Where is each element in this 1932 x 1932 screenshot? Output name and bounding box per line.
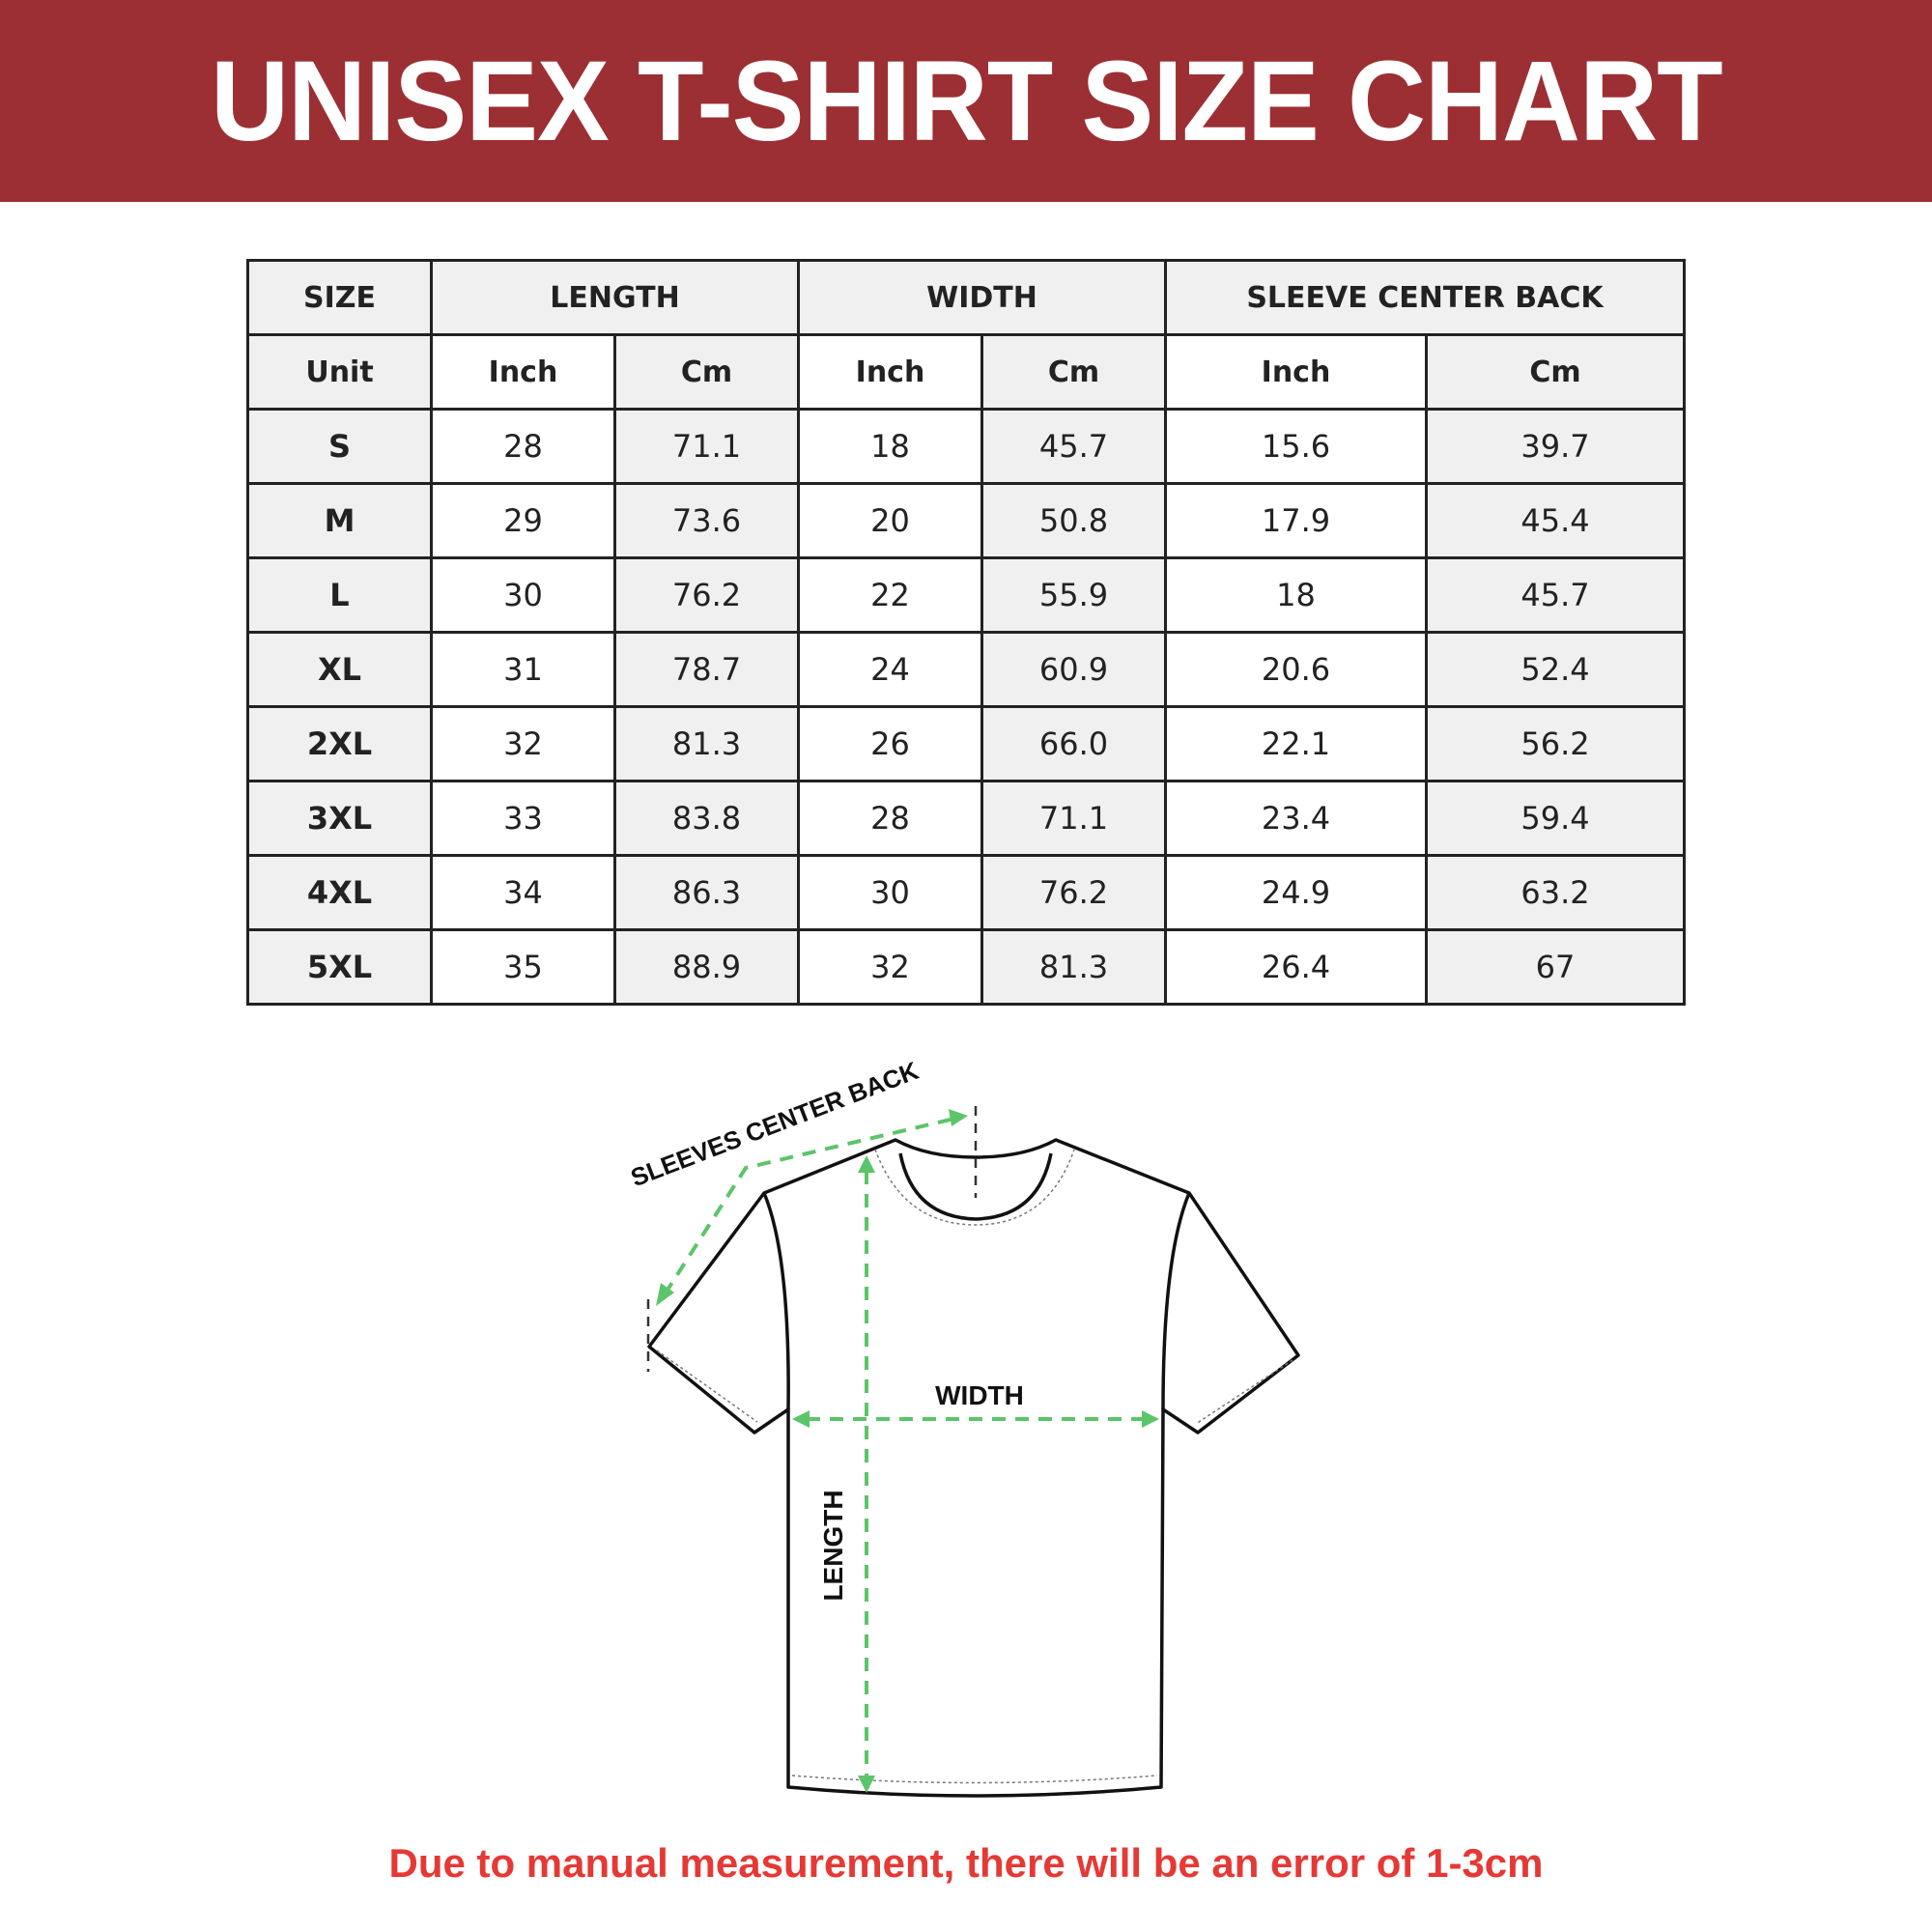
measurement-note: Due to manual measurement, there will be… — [388, 1840, 1544, 1886]
size-cell: 3XL — [246, 780, 433, 857]
measure-cell: 26 — [797, 705, 983, 782]
length-label: LENGTH — [818, 1490, 848, 1601]
measure-cell: 24.9 — [1164, 854, 1428, 931]
measure-cell: 29 — [430, 482, 616, 559]
size-cell: 4XL — [246, 854, 433, 931]
reference-lines — [646, 1106, 978, 1372]
measure-cell: 86.3 — [613, 854, 800, 931]
measure-cell: 28 — [797, 780, 983, 857]
table-row: 3XL 33 83.8 28 71.1 23.4 59.4 — [246, 780, 1686, 857]
measure-cell: 18 — [1164, 556, 1428, 634]
table-row: S 28 71.1 18 45.7 15.6 39.7 — [246, 408, 1686, 485]
measure-cell: 30 — [430, 556, 616, 634]
size-cell: M — [246, 482, 433, 559]
measure-cell: 15.6 — [1164, 408, 1428, 485]
measure-cell: 81.3 — [613, 705, 800, 782]
table-row: L 30 76.2 22 55.9 18 45.7 — [246, 556, 1686, 634]
measure-cell: 31 — [430, 631, 616, 708]
sleeve-label: SLEEVES CENTER BACK — [627, 1056, 923, 1192]
group-header: WIDTH — [797, 259, 1167, 336]
group-header: LENGTH — [430, 259, 800, 336]
tshirt-outline — [647, 1138, 1300, 1798]
measure-cell: 76.2 — [613, 556, 800, 634]
sleeve-arrow-line — [663, 1117, 955, 1296]
unit-header: Inch — [430, 333, 616, 411]
measure-cell: 71.1 — [980, 780, 1167, 857]
measure-cell: 30 — [797, 854, 983, 931]
size-cell: 5XL — [246, 928, 433, 1006]
size-cell: S — [246, 408, 433, 485]
arrowheads — [656, 1109, 1159, 1793]
measure-cell: 63.2 — [1425, 854, 1686, 931]
measure-cell: 55.9 — [980, 556, 1167, 634]
measure-cell: 17.9 — [1164, 482, 1428, 559]
measure-cell: 45.7 — [1425, 556, 1686, 634]
measure-cell: 59.4 — [1425, 780, 1686, 857]
measure-cell: 32 — [430, 705, 616, 782]
arrowhead-icon — [1142, 1410, 1159, 1428]
measure-cell: 33 — [430, 780, 616, 857]
title-banner: UNISEX T-SHIRT SIZE CHART — [0, 0, 1932, 202]
table-row: 5XL 35 88.9 32 81.3 26.4 67 — [246, 928, 1686, 1006]
measure-cell: 88.9 — [613, 928, 800, 1006]
size-cell: XL — [246, 631, 433, 708]
measure-cell: 18 — [797, 408, 983, 485]
stitching — [656, 1149, 1293, 1784]
measure-cell: 24 — [797, 631, 983, 708]
measure-cell: 50.8 — [980, 482, 1167, 559]
measure-cell: 20 — [797, 482, 983, 559]
arrowhead-icon — [858, 1776, 875, 1793]
measure-cell: 20.6 — [1164, 631, 1428, 708]
page-title: UNISEX T-SHIRT SIZE CHART — [210, 37, 1722, 165]
size-cell: 2XL — [246, 705, 433, 782]
measure-cell: 22 — [797, 556, 983, 634]
measure-cell: 45.7 — [980, 408, 1167, 485]
measure-cell: 52.4 — [1425, 631, 1686, 708]
measure-cell: 35 — [430, 928, 616, 1006]
measure-cell: 28 — [430, 408, 616, 485]
unit-header: Unit — [246, 333, 433, 411]
measure-cell: 60.9 — [980, 631, 1167, 708]
group-header-row: SIZE LENGTH WIDTH SLEEVE CENTER BACK — [246, 259, 1686, 336]
unit-header: Cm — [980, 333, 1167, 411]
measure-cell: 22.1 — [1164, 705, 1428, 782]
measure-cell: 26.4 — [1164, 928, 1428, 1006]
measure-arrows — [663, 1117, 1145, 1777]
table-row: XL 31 78.7 24 60.9 20.6 52.4 — [246, 631, 1686, 708]
unit-row: Unit Inch Cm Inch Cm Inch Cm — [246, 333, 1686, 411]
measure-cell: 66.0 — [980, 705, 1167, 782]
measure-cell: 56.2 — [1425, 705, 1686, 782]
measure-cell: 45.4 — [1425, 482, 1686, 559]
unit-header: Inch — [1164, 333, 1428, 411]
group-header: SLEEVE CENTER BACK — [1164, 259, 1686, 336]
unit-header: Cm — [1425, 333, 1686, 411]
measure-cell: 67 — [1425, 928, 1686, 1006]
arrowhead-icon — [792, 1410, 810, 1428]
size-table: SIZE LENGTH WIDTH SLEEVE CENTER BACK Unit Inc… — [246, 259, 1686, 1006]
arrowhead-icon — [949, 1109, 968, 1126]
measure-cell: 34 — [430, 854, 616, 931]
arrowhead-icon — [656, 1283, 674, 1306]
measure-cell: 73.6 — [613, 482, 800, 559]
size-cell: L — [246, 556, 433, 634]
table-row: 4XL 34 86.3 30 76.2 24.9 63.2 — [246, 854, 1686, 931]
table-row: M 29 73.6 20 50.8 17.9 45.4 — [246, 482, 1686, 559]
measure-cell: 71.1 — [613, 408, 800, 485]
unit-header: Inch — [797, 333, 983, 411]
width-label: WIDTH — [935, 1380, 1024, 1410]
measure-cell: 76.2 — [980, 854, 1167, 931]
unit-header: Cm — [613, 333, 800, 411]
measure-cell: 83.8 — [613, 780, 800, 857]
arrowhead-icon — [858, 1155, 875, 1173]
measure-cell: 81.3 — [980, 928, 1167, 1006]
measure-cell: 39.7 — [1425, 408, 1686, 485]
group-header: SIZE — [246, 259, 433, 336]
measure-cell: 23.4 — [1164, 780, 1428, 857]
table-row: 2XL 32 81.3 26 66.0 22.1 56.2 — [246, 705, 1686, 782]
measure-cell: 78.7 — [613, 631, 800, 708]
measure-cell: 32 — [797, 928, 983, 1006]
